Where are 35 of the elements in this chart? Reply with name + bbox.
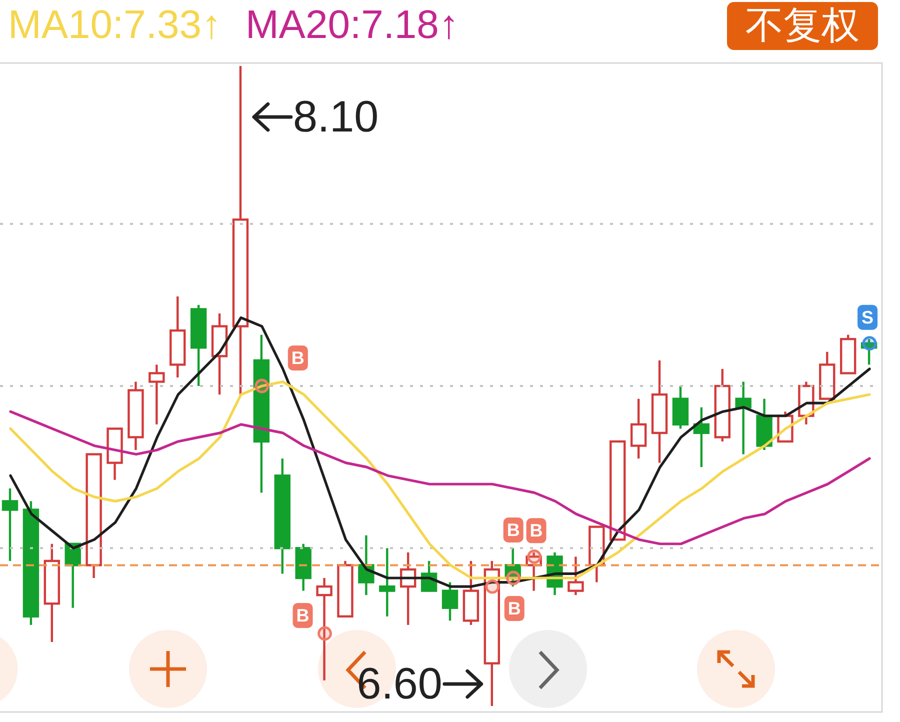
- candlestick: [232, 66, 249, 396]
- candlestick: [819, 350, 836, 400]
- data-label: B: [530, 520, 543, 541]
- text: MA20:7.18↑: [245, 2, 459, 48]
- annotation: 8.10: [292, 92, 379, 142]
- candlestick: [2, 487, 18, 562]
- candlestick: [86, 453, 102, 580]
- data-label: B: [296, 605, 310, 626]
- candlestick: [148, 364, 165, 426]
- candlestick: [128, 380, 144, 452]
- candlestick: [253, 334, 270, 494]
- candlestick: [170, 295, 186, 379]
- text: MA10:7.33↑: [8, 2, 222, 48]
- data-label: B: [506, 520, 520, 540]
- candlestick: [735, 380, 752, 456]
- data-label: B: [508, 598, 521, 619]
- candlestick: [379, 547, 396, 618]
- candlestick: [610, 440, 626, 541]
- candlestick: [316, 576, 332, 682]
- point: [862, 336, 877, 351]
- point: [254, 378, 270, 394]
- text: 不复权: [727, 2, 878, 50]
- candlestick: [106, 428, 123, 481]
- point: [527, 549, 542, 564]
- candlestick: [651, 359, 668, 464]
- point: [318, 626, 332, 641]
- data-label: S: [862, 307, 874, 328]
- candlestick: [630, 398, 647, 460]
- annotation: 6.60: [356, 660, 442, 708]
- data-label: B: [291, 348, 304, 368]
- candlestick: [44, 542, 60, 644]
- candlestick: [693, 406, 710, 468]
- point: [485, 579, 500, 594]
- point: [506, 570, 521, 586]
- candlestick: [274, 457, 290, 575]
